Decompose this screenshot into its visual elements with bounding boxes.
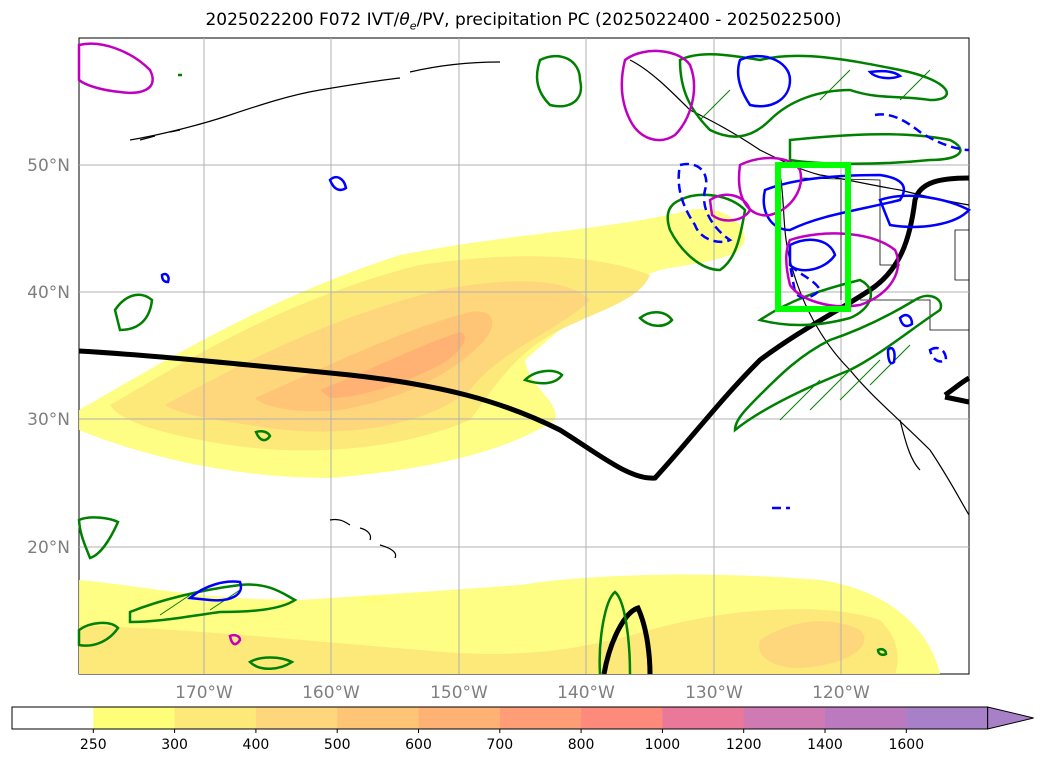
lon-label: 120°W [812,683,870,703]
map-title: 2025022200 F072 IVT/θe/PV, precipitation… [205,10,842,33]
colorbar-segment [255,707,338,729]
colorbar-tick-label: 250 [80,737,107,753]
ivt-shading [79,209,940,674]
lon-label: 160°W [302,683,360,703]
pv-contours-blue-dashed [677,113,970,510]
colorbar-tick-label: 1400 [807,737,843,753]
colorbar-tick-label: 1200 [726,737,762,753]
pv-contours-blue [160,54,972,602]
colorbar-segment [743,707,826,729]
colorbar-segment [581,707,663,729]
lat-label: 20°N [27,538,70,558]
colorbar-segment [337,707,419,729]
lat-label: 50°N [27,156,70,176]
colorbar-tick-label: 400 [243,737,270,753]
lat-label: 30°N [27,410,70,430]
colorbar-segment [825,707,907,729]
lon-label: 170°W [175,683,233,703]
lon-labels: 170°W 160°W 150°W 140°W 130°W 120°W [175,683,870,703]
theta-e-contours [78,175,971,675]
ivt-band-small [352,595,390,603]
colorbar-segment [418,707,501,729]
colorbar-segment [662,707,745,729]
colorbar-tick-label: 600 [405,737,432,753]
colorbar-tick-label: 800 [568,737,595,753]
colorbar-extend-arrow [987,706,1034,730]
colorbar-segment [174,707,257,729]
gridlines [79,38,969,674]
lat-label: 40°N [27,283,70,303]
colorbar-tick-label: 700 [486,737,513,753]
map-panel [77,37,972,675]
ivt-band-south-400 [759,621,865,668]
ivt-band-500 [255,311,493,412]
lat-labels: 50°N 40°N 30°N 20°N [27,156,70,558]
pv-contours-magenta [77,42,900,646]
colorbar-tick-label: 500 [324,737,351,753]
lon-label: 150°W [430,683,488,703]
colorbar-segment [12,707,94,729]
lon-label: 140°W [557,683,615,703]
borders [799,177,970,331]
lon-label: 130°W [685,683,743,703]
colorbar-segment [93,707,176,729]
colorbar-tick-label: 1000 [645,737,681,753]
colorbar-tick-label: 300 [161,737,188,753]
colorbar-segment [906,707,989,729]
ivt-band-600 [320,332,465,398]
colorbar: 250 300 400 500 600 700 800 1000 1200 1400 1600 [11,706,1034,753]
region-box [775,162,851,312]
colorbar-tick-label: 1600 [888,737,924,753]
colorbar-segment [499,707,582,729]
